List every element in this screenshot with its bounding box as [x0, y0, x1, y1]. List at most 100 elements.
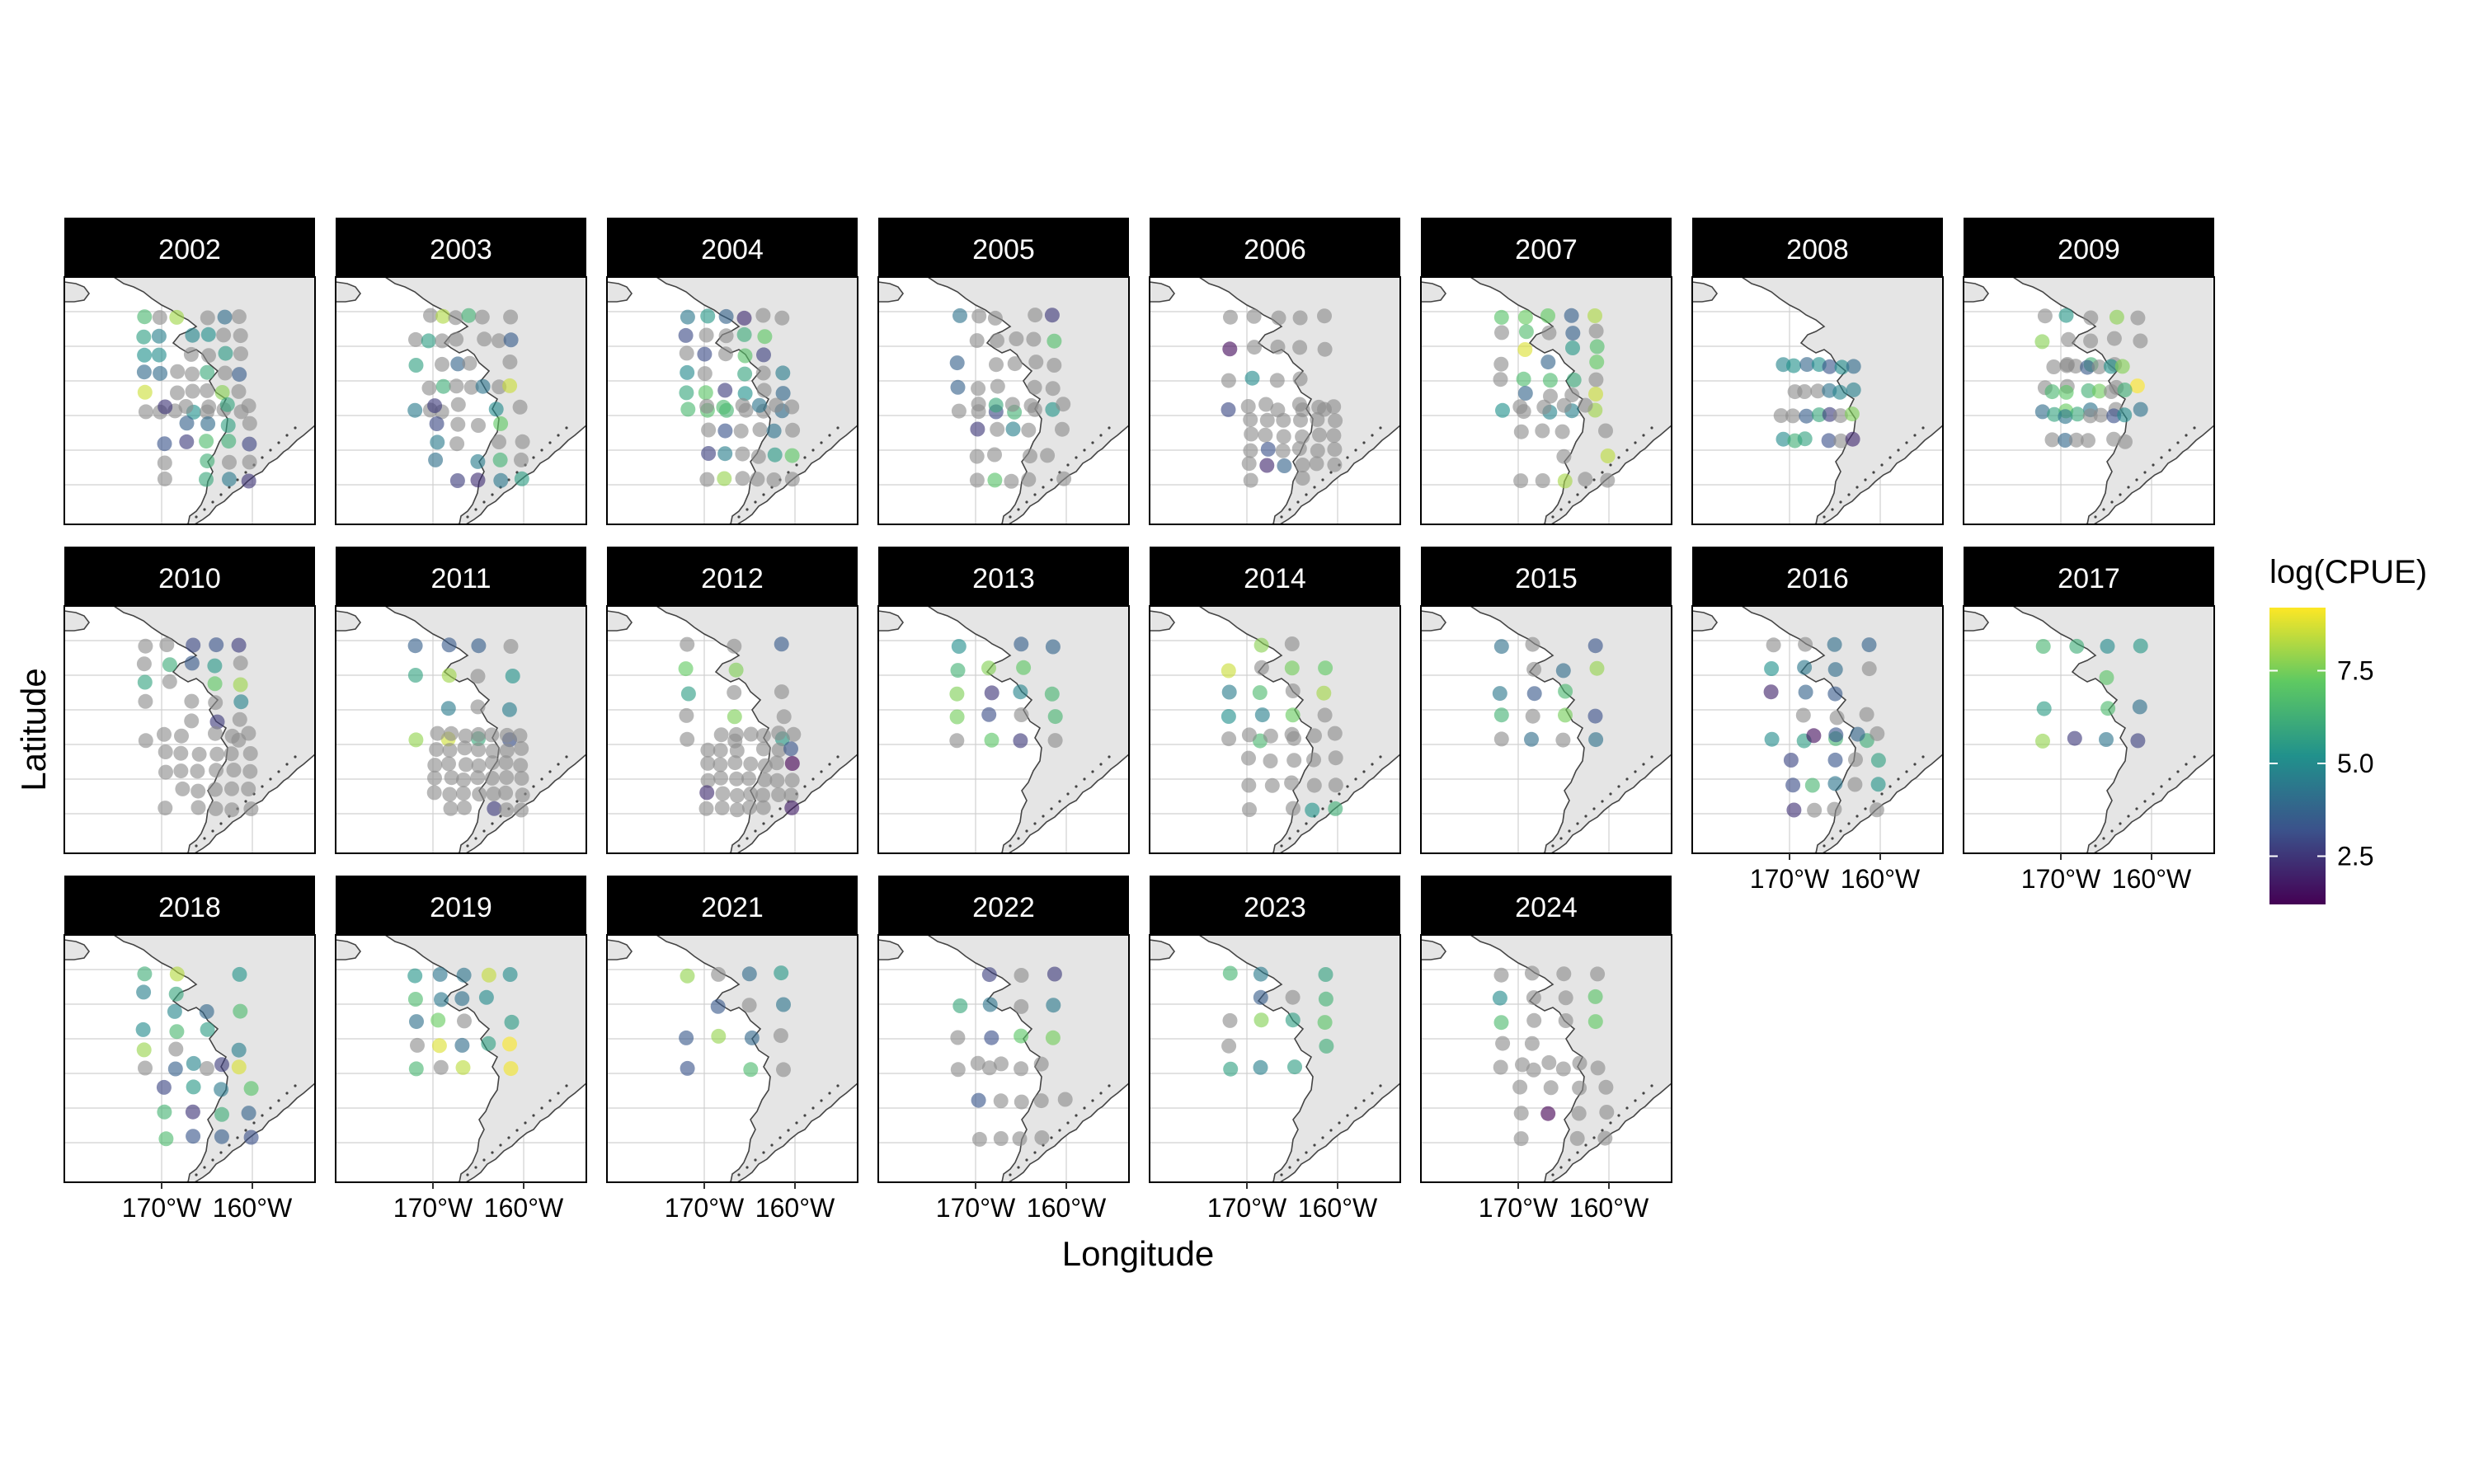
- station-point: [774, 684, 789, 700]
- facet-year-label: 2012: [701, 563, 764, 594]
- station-point: [499, 727, 515, 743]
- station-point: [167, 1061, 183, 1077]
- station-point: [209, 763, 224, 778]
- station-point: [1327, 457, 1343, 472]
- station-point: [462, 355, 477, 371]
- facet-year-label: 2006: [1244, 234, 1306, 265]
- station-point: [407, 668, 423, 683]
- facet-panel: 2011: [335, 547, 587, 854]
- facet-strip: [1150, 218, 1400, 277]
- station-point: [485, 744, 501, 758]
- station-point: [427, 398, 443, 414]
- station-point: [1588, 387, 1603, 402]
- station-point: [728, 726, 744, 742]
- legend-tick-label: 7.5: [2337, 656, 2373, 686]
- facet-panel: 2009: [1963, 218, 2215, 525]
- station-point: [756, 347, 771, 363]
- station-point: [1013, 733, 1028, 749]
- station-point: [950, 379, 966, 395]
- station-point: [1044, 686, 1060, 702]
- land: [64, 277, 315, 524]
- station-point: [242, 436, 257, 452]
- station-point: [1275, 443, 1291, 458]
- legend-tick-label: 5.0: [2337, 749, 2373, 778]
- facet-strip: [1421, 218, 1672, 277]
- station-point: [442, 787, 458, 802]
- facet-panel: 2002: [63, 218, 316, 525]
- station-point: [1253, 660, 1269, 675]
- station-point: [769, 755, 784, 771]
- station-point: [717, 383, 733, 398]
- map-area: [64, 606, 315, 853]
- station-point: [1513, 424, 1529, 439]
- map-area: [1421, 606, 1672, 853]
- station-point: [514, 771, 529, 786]
- station-point: [1541, 1054, 1557, 1070]
- station-points: [136, 637, 259, 818]
- facet-panel: 2010: [63, 547, 316, 854]
- station-point: [151, 328, 167, 344]
- station-point: [1328, 801, 1343, 816]
- station-point: [771, 726, 787, 741]
- station-point: [1828, 727, 1844, 743]
- station-point: [167, 1003, 182, 1019]
- x-tick-label: 160°W: [1841, 864, 1921, 894]
- station-point: [2082, 408, 2098, 424]
- station-point: [1027, 379, 1042, 395]
- station-point: [1565, 340, 1580, 355]
- station-point: [1285, 683, 1300, 698]
- station-point: [472, 787, 487, 802]
- station-point: [711, 1028, 727, 1044]
- station-point: [717, 423, 733, 439]
- station-point: [1292, 340, 1308, 355]
- station-point: [200, 453, 215, 469]
- station-point: [484, 727, 500, 743]
- station-point: [1258, 427, 1273, 443]
- station-point: [1270, 339, 1286, 355]
- station-point: [700, 742, 716, 758]
- station-point: [743, 1062, 759, 1078]
- map-area: [336, 935, 586, 1182]
- station-point: [783, 787, 799, 803]
- station-point: [1306, 752, 1321, 768]
- station-point: [971, 1092, 986, 1108]
- facet-strip: [878, 876, 1129, 935]
- station-point: [680, 636, 695, 652]
- station-point: [784, 448, 800, 463]
- station-point: [783, 741, 798, 757]
- facet-strip: [878, 218, 1129, 277]
- station-point: [162, 674, 177, 689]
- station-point: [435, 356, 449, 372]
- station-point: [2114, 359, 2130, 374]
- station-point: [744, 1030, 760, 1045]
- station-point: [741, 800, 757, 815]
- station-point: [701, 446, 717, 461]
- facet-strip: [1150, 547, 1400, 606]
- station-point: [678, 327, 694, 343]
- station-point: [1587, 308, 1602, 323]
- station-point: [407, 992, 423, 1007]
- station-point: [1260, 441, 1276, 457]
- station-point: [1556, 966, 1572, 982]
- station-point: [784, 756, 800, 771]
- station-point: [951, 403, 967, 419]
- station-point: [2099, 732, 2114, 747]
- station-point: [222, 454, 237, 470]
- station-point: [1276, 412, 1291, 428]
- station-point: [1766, 637, 1781, 653]
- station-point: [2132, 699, 2147, 715]
- station-point: [2103, 359, 2119, 374]
- station-point: [200, 1021, 215, 1037]
- station-point: [499, 770, 515, 785]
- station-point: [1045, 381, 1061, 397]
- station-point: [1326, 399, 1342, 415]
- station-point: [989, 357, 1004, 373]
- station-point: [231, 637, 247, 653]
- station-point: [987, 472, 1003, 488]
- station-point: [435, 333, 450, 349]
- station-point: [1597, 1130, 1613, 1146]
- land: [878, 935, 1129, 1182]
- station-point: [184, 713, 200, 729]
- station-points: [950, 966, 1073, 1147]
